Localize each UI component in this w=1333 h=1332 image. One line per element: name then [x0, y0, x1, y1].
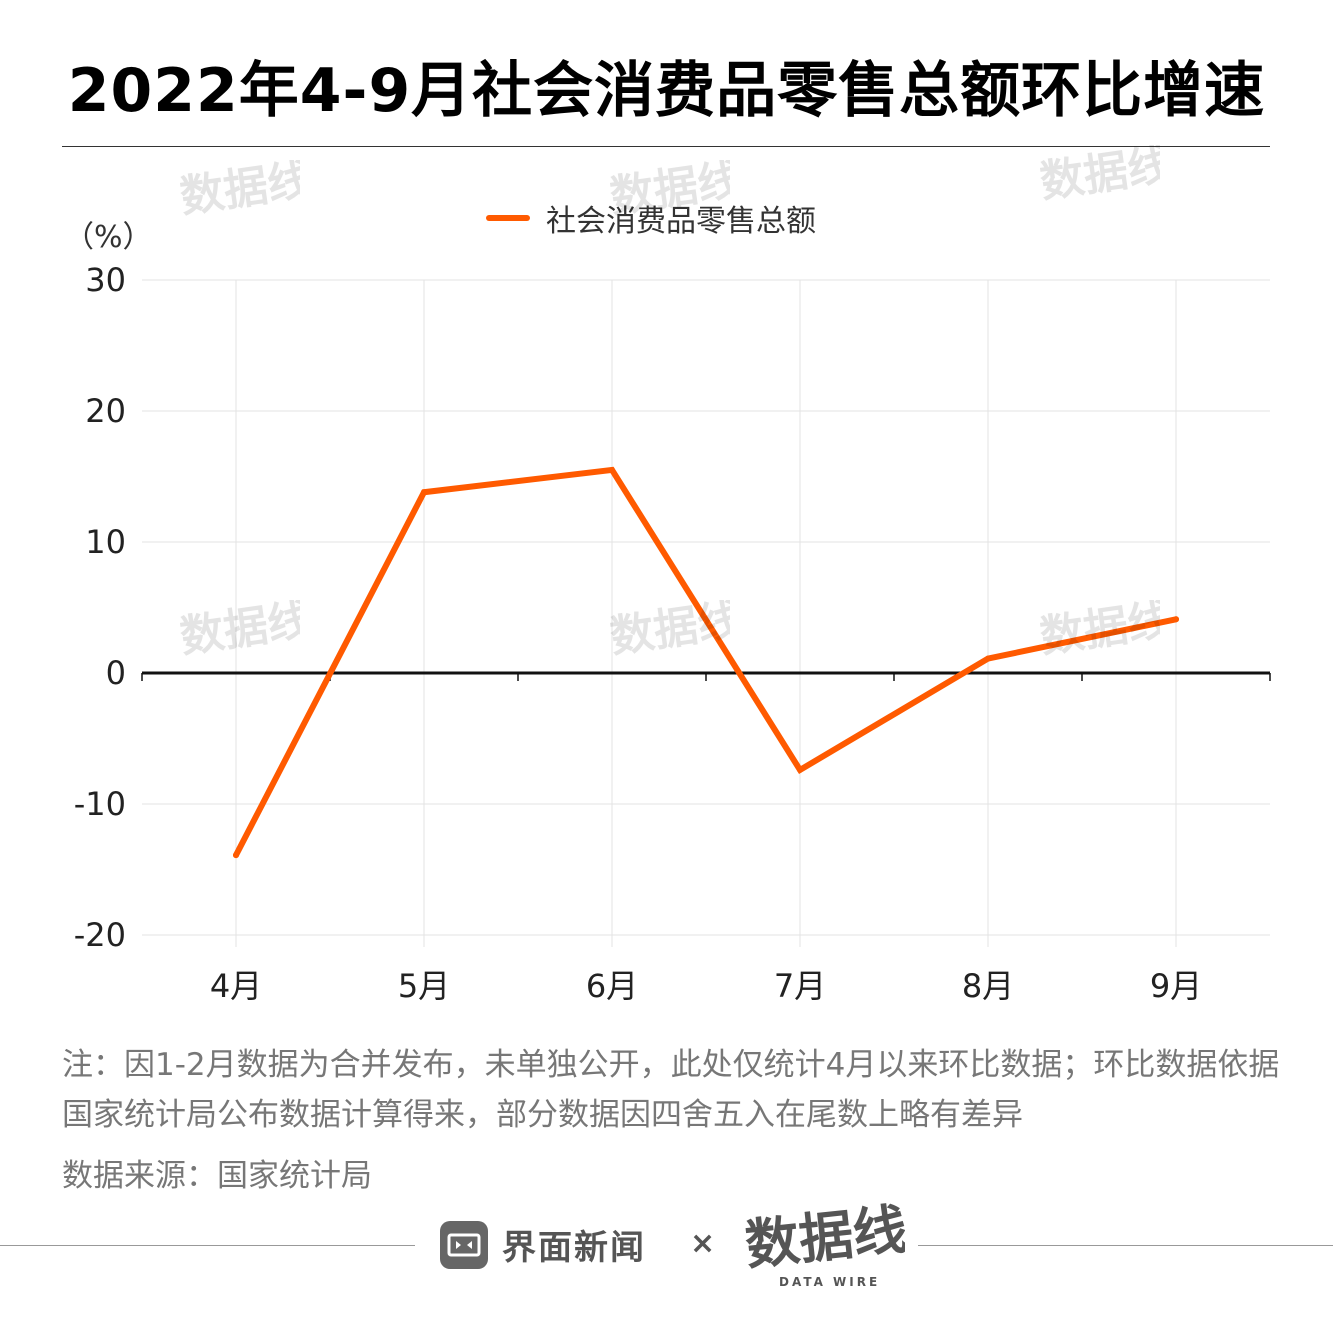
x-tick-label: 7月	[774, 967, 826, 1005]
x-tick-label: 5月	[398, 967, 450, 1005]
jiemian-logo-icon	[440, 1220, 488, 1269]
line-chart: -20 -10 0 10 20 30 4月 5月 6月 7月 8月 9月	[74, 261, 1271, 1005]
data-point	[233, 852, 239, 859]
y-axis-unit: （%）	[64, 220, 153, 255]
y-tick-label: 20	[85, 392, 126, 430]
x-tick-label: 8月	[962, 967, 1014, 1005]
y-tick-label: -20	[74, 916, 126, 954]
x-tick-label: 6月	[586, 967, 638, 1005]
data-point	[797, 766, 803, 773]
brand-name: 界面新闻	[502, 1228, 646, 1268]
data-point	[1173, 616, 1179, 623]
data-point	[985, 655, 991, 662]
y-tick-label: 30	[85, 261, 126, 299]
y-tick-label: 10	[85, 523, 126, 561]
y-tick-label: 0	[106, 654, 126, 692]
data-wire-logo: 数据线 DATA WIRE	[745, 1198, 905, 1289]
footer-divider-left	[0, 1245, 415, 1246]
chart-note: 注：因1-2月数据为合并发布，未单独公开，此处仅统计4月以来环比数据；环比数据依…	[62, 1047, 1280, 1133]
footer-brand: 界面新闻	[440, 1220, 646, 1269]
y-tick-label: -10	[74, 785, 126, 823]
x-tick-label: 9月	[1150, 967, 1202, 1005]
chart-title: 2022年4-9月社会消费品零售总额环比增速	[67, 56, 1266, 126]
data-point	[609, 466, 615, 473]
legend: 社会消费品零售总额	[486, 196, 816, 240]
title-divider	[62, 146, 1270, 147]
legend-swatch	[486, 215, 530, 221]
data-source: 数据来源：国家统计局	[62, 1158, 372, 1194]
data-point	[421, 489, 427, 496]
series-line	[233, 466, 1179, 859]
partner-logo-text: 数据线	[745, 1198, 905, 1278]
collab-times: ×	[690, 1226, 716, 1261]
legend-label: 社会消费品零售总额	[546, 204, 816, 239]
x-tick-label: 4月	[210, 967, 262, 1005]
partner-logo-subtext: DATA WIRE	[779, 1275, 880, 1289]
footer-divider-right	[918, 1245, 1333, 1246]
